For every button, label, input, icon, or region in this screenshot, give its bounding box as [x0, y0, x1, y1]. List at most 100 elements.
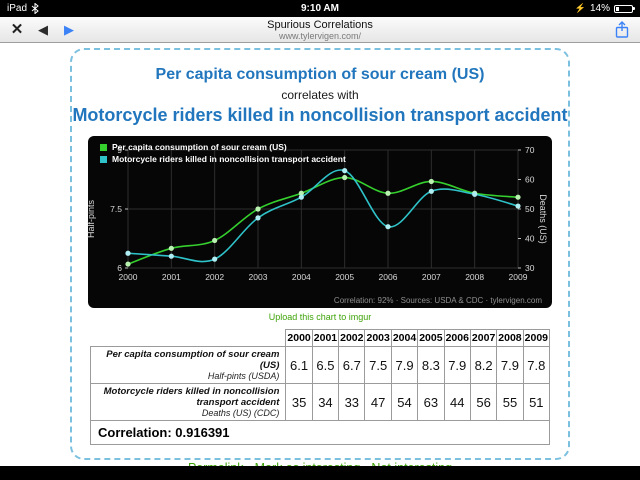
value-cell: 7.9: [390, 346, 419, 384]
series-point-0: [385, 190, 391, 196]
value-cell: 55: [496, 383, 524, 421]
value-cell: 8.3: [417, 346, 445, 384]
left-axis-tick-label: 9: [117, 145, 122, 155]
series-point-0: [342, 174, 348, 181]
right-axis-tick-label: 30: [525, 263, 535, 273]
year-header: 2005: [417, 329, 445, 347]
series-point-1: [255, 215, 261, 221]
series-point-1: [428, 188, 434, 194]
year-header: 2001: [311, 329, 340, 347]
letterbox-bottom: [0, 466, 640, 480]
x-axis-tick-label: 2001: [162, 272, 181, 282]
value-cell: 6.7: [338, 346, 366, 384]
value-cell: 7.9: [443, 346, 471, 384]
table-row: Per capita consumption of sour cream (US…: [89, 346, 551, 384]
series-line-1: [127, 169, 519, 263]
chart-plot: 2000 2001 2002 2003 2004 2005 2006 2007 2008 2009…: [110, 145, 535, 282]
legend-label: Per capita consumption of sour cream (US…: [112, 142, 287, 152]
year-header: 2007: [469, 329, 498, 347]
not-interesting-link[interactable]: Not interesting: [371, 461, 452, 466]
page-title: Per capita consumption of sour cream (US…: [155, 66, 485, 83]
value-cell: 7.9: [496, 346, 524, 384]
corner-cell: [91, 330, 286, 347]
chart-footer-text: Correlation: 92% · Sources: USDA & CDC ·…: [333, 296, 542, 305]
correlation-row: Correlation: 0.916391: [90, 420, 550, 445]
left-axis-tick-label: 6: [117, 263, 122, 273]
table-row: Motorcycle riders killed in noncollision…: [89, 383, 551, 421]
series-point-1: [385, 224, 391, 230]
value-cell: 63: [417, 383, 445, 421]
year-header: 2006: [443, 329, 471, 347]
correlates-with-text: correlates with: [281, 88, 359, 102]
legend-label: Motorcycle riders killed in noncollision…: [112, 154, 346, 164]
row-label: Per capita consumption of sour cream (US…: [89, 346, 287, 384]
row-label: Motorcycle riders killed in noncollision…: [89, 383, 287, 421]
year-header: 2000: [285, 329, 313, 347]
years-header-row: 2000 2001 2002 2003 2004 2005 2006 2007 2008 2009: [91, 329, 551, 347]
browser-page-title: Spurious Correlations: [267, 18, 373, 31]
device-label: iPad: [7, 3, 28, 14]
year-header: 2009: [522, 329, 551, 347]
legend-item-motorcycle: Motorcycle riders killed in noncollision…: [100, 154, 346, 164]
chart-legend: Per capita consumption of sour cream (US…: [100, 142, 346, 166]
left-axis-tick-label: 7.5: [110, 204, 122, 214]
right-axis-tick-label: 40: [525, 234, 535, 244]
series-point-0: [255, 206, 261, 212]
status-bar: iPad 9:10 AM ⚡ 14%: [0, 0, 640, 17]
correlation-value: Correlation: 0.916391: [90, 420, 550, 445]
value-cell: 56: [469, 383, 498, 421]
battery-percent: 14%: [589, 3, 610, 14]
chart-card: Per capita consumption of sour cream (US…: [70, 48, 570, 466]
x-axis-tick-label: 2009: [509, 272, 528, 282]
close-icon[interactable]: ✕: [10, 20, 24, 38]
share-icon[interactable]: [612, 20, 632, 40]
page-title-area: Spurious Correlations www.tylervigen.com…: [0, 19, 640, 41]
series-line-0: [127, 176, 519, 265]
value-cell: 34: [311, 383, 340, 421]
link-separator: -: [364, 461, 368, 466]
year-header: 2004: [390, 329, 419, 347]
browser-url: www.tylervigen.com/: [278, 30, 362, 41]
bluetooth-icon: [31, 3, 39, 14]
value-cell: 47: [364, 383, 392, 421]
web-page: Per capita consumption of sour cream (US…: [0, 43, 640, 466]
left-axis-title: Half-pints: [86, 199, 97, 239]
legend-item-sour-cream: Per capita consumption of sour cream (US…: [100, 142, 346, 152]
link-separator: -: [247, 461, 251, 466]
series-point-0: [125, 261, 131, 267]
series-point-1: [342, 168, 348, 174]
x-axis-tick-label: 2008: [465, 272, 484, 282]
back-icon[interactable]: ◀: [38, 21, 48, 37]
x-axis-tick-label: 2004: [292, 272, 311, 282]
value-cell: 7.5: [364, 346, 392, 384]
footer-links: Permalink - Mark as interesting - Not in…: [72, 461, 568, 466]
year-header: 2002: [338, 329, 366, 347]
mark-interesting-link[interactable]: Mark as interesting: [255, 461, 361, 466]
series-point-1: [125, 250, 131, 256]
value-cell: 6.1: [285, 346, 313, 384]
x-axis-tick-label: 2000: [119, 272, 138, 282]
legend-swatch-green: [100, 143, 107, 151]
data-table: 2000 2001 2002 2003 2004 2005 2006 2007 2008 2009…: [89, 329, 551, 445]
status-time: 9:10 AM: [301, 3, 339, 14]
charging-bolt-icon: ⚡: [574, 3, 586, 13]
right-axis-tick-label: 60: [525, 175, 535, 185]
permalink-link[interactable]: Permalink: [188, 461, 244, 466]
value-cell: 6.5: [311, 346, 340, 384]
value-cell: 54: [390, 383, 419, 421]
x-axis-tick-label: 2003: [249, 272, 268, 282]
value-cell: 8.2: [469, 346, 498, 384]
year-header: 2008: [496, 329, 524, 347]
value-cell: 51: [522, 383, 551, 421]
series-point-0: [298, 190, 304, 196]
upload-to-imgur-link[interactable]: Upload this chart to imgur: [268, 312, 372, 322]
value-cell: 35: [285, 383, 313, 421]
forward-icon[interactable]: ▶: [64, 21, 74, 37]
series-point-1: [212, 256, 218, 262]
browser-toolbar: ✕ ◀ ▶ Spurious Correlations www.tylervig…: [0, 17, 640, 43]
series-point-0: [515, 194, 521, 200]
x-axis-tick-label: 2006: [379, 272, 398, 282]
battery-icon: [614, 4, 635, 13]
series-point-0: [428, 178, 434, 185]
right-axis-tick-label: 70: [525, 145, 535, 155]
